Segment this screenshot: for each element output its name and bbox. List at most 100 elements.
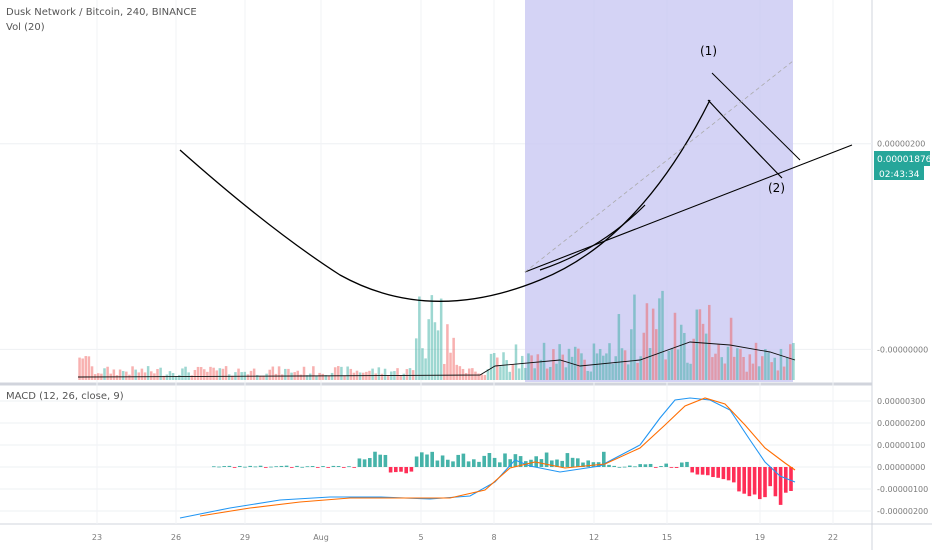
macd-histogram-bar: [284, 465, 289, 467]
volume-bar: [592, 343, 596, 380]
volume-bar: [199, 367, 203, 380]
volume-bar: [424, 358, 427, 380]
volume-bar: [564, 367, 568, 380]
macd-histogram-bar: [602, 451, 606, 467]
volume-bar: [396, 368, 399, 380]
volume-bar: [159, 367, 162, 380]
volume-bar: [708, 304, 711, 380]
volume-bar: [630, 329, 633, 380]
volume-bar: [112, 369, 116, 380]
volume-bar: [561, 354, 565, 380]
volume-bar: [508, 371, 512, 380]
volume-bar: [371, 368, 374, 380]
volume-bar: [670, 348, 674, 380]
volume-bar: [496, 357, 499, 380]
resistance-trendline[interactable]: [711, 72, 801, 161]
volume-bar: [698, 309, 702, 380]
macd-histogram-bar: [648, 463, 653, 467]
macd-histogram-bar: [784, 467, 788, 493]
volume-bar: [402, 373, 406, 380]
time-tick-label: 19: [755, 533, 765, 542]
macd-histogram-bar: [560, 460, 564, 467]
volume-bar: [617, 314, 621, 380]
volume-bar: [704, 333, 708, 380]
macd-histogram-bar: [716, 467, 720, 478]
macd-histogram-bar: [752, 467, 757, 495]
macd-histogram-bar: [763, 467, 767, 498]
trend-drawings[interactable]: (1) (2): [179, 44, 853, 302]
volume-bar: [729, 317, 733, 380]
volume-bar: [212, 367, 215, 380]
volume-bar: [287, 368, 290, 380]
volume-bar: [321, 373, 324, 380]
macd-histogram-bar: [305, 466, 310, 468]
volume-bar: [555, 363, 558, 380]
macd-histogram-bar: [654, 467, 658, 468]
volume-bar: [318, 372, 321, 380]
macd-histogram-bar: [768, 467, 772, 487]
volume-ma-line: [77, 341, 796, 378]
volume-bar: [181, 368, 184, 380]
volume-bar: [268, 369, 271, 380]
volume-bar: [598, 348, 602, 380]
macd-histogram-bar: [669, 467, 674, 468]
volume-bar: [714, 353, 717, 380]
volume-bar: [202, 369, 206, 380]
volume-bar: [131, 366, 134, 380]
macd-pane[interactable]: [0, 386, 872, 523]
macd-histogram-bar: [550, 460, 554, 467]
time-axis[interactable]: 23 26 29 Aug 5 8 12 15 19 22: [92, 533, 838, 542]
price-axis[interactable]: 0.000032000.000030000.000028000.00002600…: [877, 0, 928, 355]
macd-histogram-bar: [565, 453, 570, 467]
volume-bar: [692, 338, 695, 380]
volume-bar: [277, 366, 281, 380]
volume-bar: [430, 295, 434, 380]
volume-bar: [280, 374, 284, 380]
volume-bar: [315, 375, 318, 380]
macd-histogram-bar: [222, 466, 226, 467]
macd-histogram-bar: [674, 467, 679, 468]
volume-bar: [664, 359, 667, 380]
drop-curve[interactable]: [707, 99, 783, 179]
volume-bar: [779, 348, 783, 380]
volume-bar: [174, 375, 178, 380]
volume-bar: [636, 362, 639, 380]
symbol-title[interactable]: Dusk Network / Bitcoin, 240, BINANCE: [6, 7, 197, 18]
volume-label[interactable]: Vol (20): [6, 22, 45, 33]
volume-bar: [720, 357, 723, 380]
volume-bar: [683, 332, 686, 380]
volume-bar: [739, 349, 742, 380]
support-trendline[interactable]: [524, 144, 853, 273]
macd-label[interactable]: MACD (12, 26, close, 9): [6, 391, 124, 402]
volume-bar: [524, 367, 527, 380]
volume-bar: [776, 370, 780, 380]
countdown-value: 02:43:34: [879, 170, 920, 180]
volume-bar: [190, 375, 194, 380]
volume-bar: [206, 371, 209, 380]
volume-bar: [461, 368, 465, 380]
macd-histogram-bar: [383, 454, 388, 467]
fib-retracement[interactable]: 0(0.00002755)0.236(0.00002312)0.382(0.00…: [470, 0, 793, 382]
macd-histogram-bar: [737, 467, 741, 492]
volume-bar: [262, 375, 265, 380]
rounded-bottom-curve[interactable]: [179, 99, 711, 302]
volume-bar: [346, 366, 349, 380]
volume-bar: [221, 368, 225, 380]
macd-histogram-bar: [373, 451, 377, 467]
volume-bar: [227, 374, 231, 380]
volume-bar: [252, 368, 256, 380]
volume-bar: [658, 298, 661, 380]
volume-bar: [686, 362, 689, 380]
macd-axis[interactable]: 0.00000300 0.00000200 0.00000100 0.00000000…: [877, 397, 928, 516]
volume-bars: [77, 290, 796, 380]
macd-histogram-bar: [711, 467, 715, 478]
fib-diagonal[interactable]: [524, 60, 794, 273]
price-tick-label: -0.00000000: [877, 345, 928, 354]
volume-bar: [140, 368, 144, 380]
macd-histogram-bar: [498, 462, 502, 467]
volume-bar: [184, 366, 187, 380]
volume-bar: [249, 370, 253, 380]
volume-bar: [623, 350, 627, 380]
time-tick-label: 23: [92, 533, 102, 542]
